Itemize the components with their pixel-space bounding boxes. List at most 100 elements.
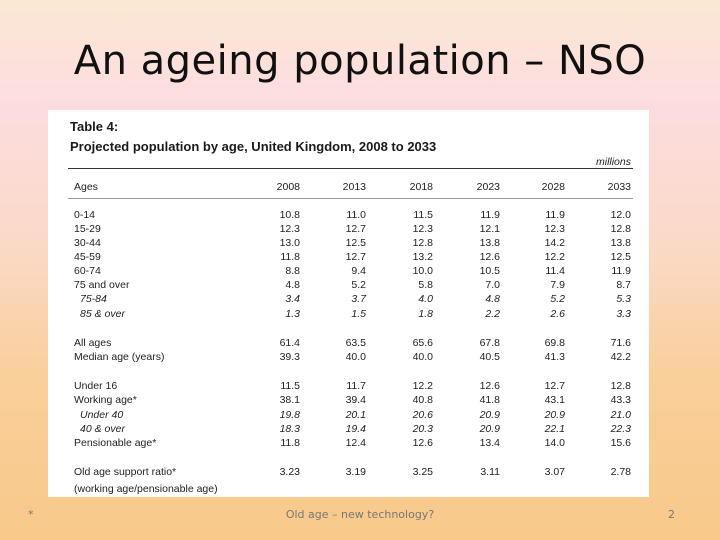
table-cell: 13.2 [412, 251, 433, 263]
table-cell: 69.8 [544, 337, 565, 349]
table-subcaption: Projected population by age, United King… [70, 139, 437, 154]
table-cell: 12.8 [610, 223, 631, 235]
header-year: 2018 [409, 181, 433, 193]
table-cell: 12.3 [412, 223, 433, 235]
table-cell: 4.8 [485, 293, 500, 305]
table-cell: 41.3 [544, 351, 565, 363]
table-cell: 13.0 [279, 237, 300, 249]
table-cell: 12.0 [610, 209, 631, 221]
table-cell: 3.7 [351, 293, 366, 305]
table-cell: 10.5 [479, 265, 500, 277]
table-cell: 2.6 [550, 308, 565, 320]
table-row: Under 16 11.5 11.7 12.2 12.6 12.7 12.8 [48, 380, 649, 394]
table-row: 0-14 10.8 11.0 11.5 11.9 11.9 12.0 [48, 209, 649, 223]
row-label: Under 40 [80, 409, 124, 421]
table-cell: 40.0 [412, 351, 433, 363]
table-cell: 11.5 [413, 209, 433, 221]
table-cell: 21.0 [610, 409, 631, 421]
row-label: All ages [74, 337, 112, 349]
table-cell: 15.6 [610, 437, 631, 449]
header-ages: Ages [74, 181, 98, 193]
table-cell: 12.2 [412, 380, 433, 392]
table-cell: 40.5 [479, 351, 500, 363]
table-cell: 12.6 [479, 251, 500, 263]
table-cell: 1.8 [418, 308, 433, 320]
table-cell: 5.8 [418, 279, 433, 291]
table-row: Working age* 38.1 39.4 40.8 41.8 43.1 43.3 [48, 394, 649, 408]
table-cell: 11.9 [545, 209, 565, 221]
table-row: Old age support ratio* 3.23 3.19 3.25 3.11 3.… [48, 466, 649, 480]
table-row: 60-74 8.8 9.4 10.0 10.5 11.4 11.9 [48, 265, 649, 279]
table-cell: 41.8 [479, 394, 500, 406]
table-cell: 3.25 [412, 466, 433, 478]
table-cell: 10.8 [279, 209, 300, 221]
table-cell: 3.19 [345, 466, 366, 478]
header-year: 2033 [607, 181, 631, 193]
table-cell: 40.8 [412, 394, 433, 406]
table-cell: 12.5 [610, 251, 631, 263]
table-row: 45-59 11.8 12.7 13.2 12.6 12.2 12.5 [48, 251, 649, 265]
table-cell: 13.8 [610, 237, 631, 249]
table-cell: 12.7 [345, 223, 366, 235]
table-cell: 20.1 [345, 409, 366, 421]
footer-marker: * [28, 508, 34, 521]
page-number: 2 [668, 508, 675, 521]
table-cell: 5.3 [616, 293, 631, 305]
table-cell: 7.9 [550, 279, 565, 291]
table-row: 15-29 12.3 12.7 12.3 12.1 12.3 12.8 [48, 223, 649, 237]
table-cell: 43.1 [544, 394, 565, 406]
table-cell: 7.0 [485, 279, 500, 291]
table-cell: 13.4 [479, 437, 500, 449]
table-cell: 14.0 [544, 437, 565, 449]
row-label: 85 & over [80, 308, 125, 320]
table-cell: 13.8 [479, 237, 500, 249]
table-cell: 19.8 [279, 409, 300, 421]
table-cell: 11.5 [280, 380, 300, 392]
table-cell: 43.3 [610, 394, 631, 406]
table-cell: 12.3 [279, 223, 300, 235]
table-cell: 4.8 [285, 279, 300, 291]
table-row: Under 40 19.8 20.1 20.6 20.9 20.9 21.0 [48, 409, 649, 423]
header-year: 2023 [476, 181, 500, 193]
table-cell: 12.2 [544, 251, 565, 263]
header-rule [68, 198, 633, 199]
table-cell: 20.3 [412, 423, 433, 435]
footer-text: Old age – new technology? [285, 508, 435, 521]
table-cell: 11.9 [611, 265, 631, 277]
table-cell: 11.4 [545, 265, 565, 277]
row-label: 75 and over [74, 279, 130, 291]
table-cell: 1.3 [285, 308, 300, 320]
table-caption: Table 4: [70, 119, 119, 134]
table-cell: 40.0 [345, 351, 366, 363]
table-row: 75-84 3.4 3.7 4.0 4.8 5.2 5.3 [48, 293, 649, 307]
table-cell: 3.11 [480, 466, 500, 478]
table-cell: 12.3 [544, 223, 565, 235]
table-image: Table 4: Projected population by age, Un… [48, 110, 649, 497]
ratio-note-row: (working age/pensionable age) [48, 483, 649, 497]
table-cell: 71.6 [610, 337, 631, 349]
row-label: 45-59 [74, 251, 101, 263]
slide-title: An ageing population – NSO [73, 38, 647, 84]
table-cell: 12.5 [345, 237, 366, 249]
table-cell: 63.5 [345, 337, 366, 349]
row-label: 40 & over [80, 423, 125, 435]
table-cell: 12.6 [479, 380, 500, 392]
row-label: 60-74 [74, 265, 101, 277]
table-cell: 11.9 [480, 209, 500, 221]
table-cell: 65.6 [412, 337, 433, 349]
row-label: Old age support ratio* [74, 466, 177, 478]
table-cell: 8.7 [616, 279, 631, 291]
table-cell: 11.8 [280, 251, 300, 263]
table-row: Pensionable age* 11.8 12.4 12.6 13.4 14.0 15.6 [48, 437, 649, 451]
table-cell: 12.6 [412, 437, 433, 449]
table-cell: 12.1 [479, 223, 500, 235]
row-label: Under 16 [74, 380, 118, 392]
table-cell: 11.7 [346, 380, 366, 392]
ratio-note: (working age/pensionable age) [74, 483, 218, 495]
table-cell: 12.4 [345, 437, 366, 449]
table-cell: 5.2 [351, 279, 366, 291]
header-year: 2008 [276, 181, 300, 193]
table-cell: 1.5 [351, 308, 366, 320]
table-row: All ages 61.4 63.5 65.6 67.8 69.8 71.6 [48, 337, 649, 351]
table-cell: 20.9 [544, 409, 565, 421]
